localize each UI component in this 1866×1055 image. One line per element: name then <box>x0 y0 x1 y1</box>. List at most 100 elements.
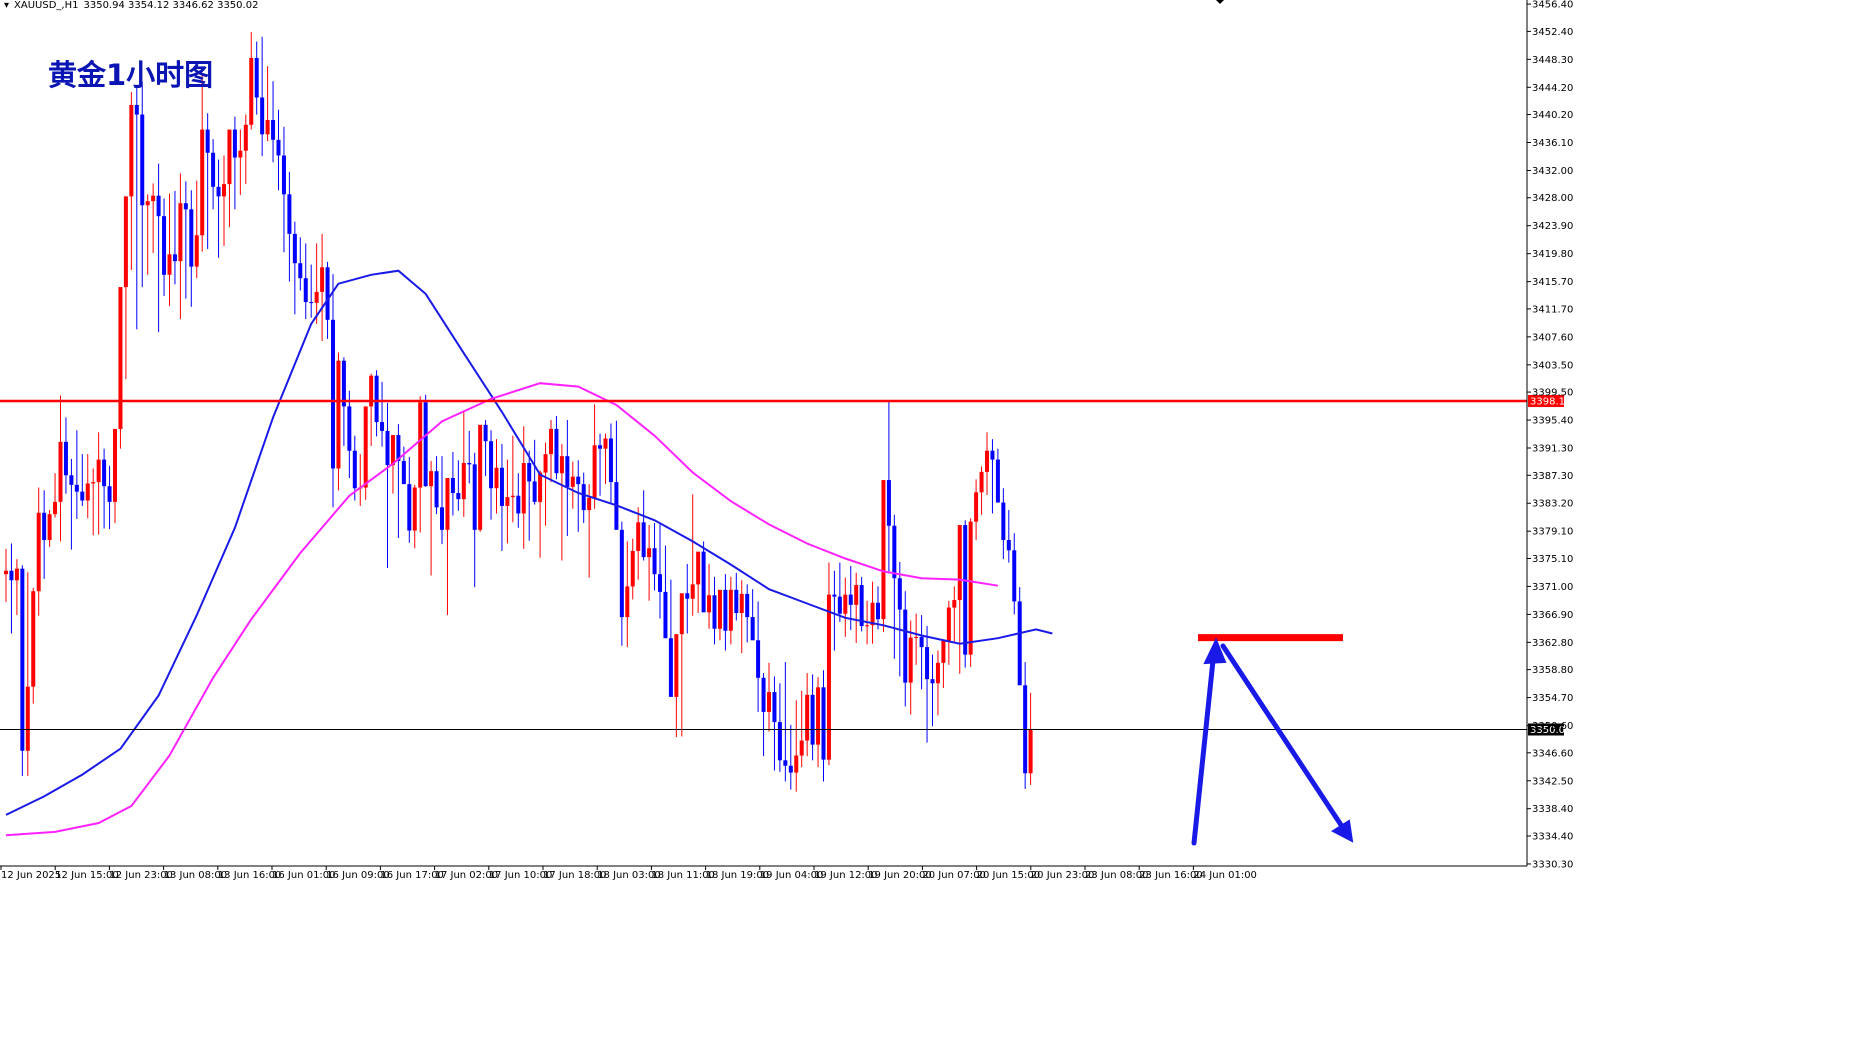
candle-body <box>527 463 532 482</box>
candle-body <box>227 129 232 185</box>
candle-body <box>794 755 799 773</box>
candle-body <box>897 578 902 610</box>
candle-body <box>336 360 341 469</box>
y-tick-label: 3448.30 <box>1532 55 1573 66</box>
candle-body <box>167 254 172 275</box>
candle-body <box>478 424 483 530</box>
candle-body <box>107 486 112 502</box>
candle-body <box>325 267 330 320</box>
moving-average-slow-line <box>5 382 999 837</box>
candle-body <box>908 637 913 683</box>
x-tick-label: 20 Jun 23:00 <box>1031 870 1095 881</box>
candle-body <box>483 424 488 442</box>
candle-body <box>968 521 973 655</box>
candle-body <box>25 686 30 751</box>
candle-body <box>42 512 47 541</box>
candle-body <box>990 450 995 460</box>
candle-body <box>445 478 450 530</box>
candle-body <box>892 525 897 579</box>
candle-body <box>745 593 750 618</box>
candle-body <box>505 497 510 506</box>
candle-body <box>467 463 472 465</box>
y-tick-label: 3379.10 <box>1532 527 1573 538</box>
candle-body <box>935 662 940 684</box>
candle-body <box>194 235 199 267</box>
candle-body <box>668 638 673 697</box>
candle-body <box>314 291 319 303</box>
x-tick-label: 24 Jun 01:00 <box>1193 870 1257 881</box>
x-tick-label: 19 Jun 20:00 <box>868 870 932 881</box>
candle-body <box>756 640 761 678</box>
candle-body <box>320 267 325 292</box>
candle-body <box>826 594 831 760</box>
candle-body <box>570 476 575 487</box>
y-tick-label: 3342.50 <box>1532 776 1573 787</box>
candle-body <box>559 456 564 474</box>
candle-body <box>674 634 679 697</box>
candle-body <box>543 454 548 473</box>
candle-body <box>837 596 842 614</box>
candle-body <box>821 687 826 760</box>
candle-body <box>14 568 19 581</box>
x-tick-label: 16 Jun 01:00 <box>272 870 336 881</box>
forecast-up-arrowhead <box>1203 637 1227 665</box>
candle-body <box>516 495 521 514</box>
x-tick-label: 20 Jun 15:00 <box>977 870 1041 881</box>
candle-body <box>930 679 935 684</box>
candle-body <box>145 201 150 206</box>
candle-body <box>843 594 848 614</box>
candle-body <box>80 491 85 501</box>
candle-body <box>592 445 597 498</box>
candle-body <box>810 694 815 745</box>
candle-body <box>440 507 444 530</box>
candle-body <box>418 402 423 488</box>
y-tick-label: 3346.60 <box>1532 748 1573 759</box>
candle-body <box>74 484 79 492</box>
x-tick-label: 19 Jun 04:00 <box>760 870 824 881</box>
candle-body <box>134 105 139 115</box>
candle-body <box>979 471 984 493</box>
candle-body <box>554 428 559 474</box>
candle-body <box>254 57 259 98</box>
candle-body <box>151 195 156 202</box>
x-tick-label: 18 Jun 19:00 <box>706 870 770 881</box>
candle-body <box>995 459 1000 503</box>
candle-body <box>281 155 286 195</box>
candle-body <box>1017 601 1022 686</box>
candle-body <box>717 589 722 629</box>
forecast-up-arrow-line <box>1191 648 1217 846</box>
dropdown-triangle-icon[interactable]: ▾ <box>4 0 10 11</box>
candle-body <box>603 438 608 449</box>
candle-body <box>581 484 586 511</box>
axes-layer: 3456.40 3452.40 3448.30 3444.20 3440.20 3436.… <box>0 0 1573 881</box>
candle-body <box>249 57 254 125</box>
x-tick-label: 17 Jun 02:00 <box>435 870 499 881</box>
candle-body <box>903 609 908 683</box>
candle-body <box>369 375 374 407</box>
candle-body <box>647 548 652 558</box>
candles-layer <box>4 32 1033 792</box>
candle-body <box>499 467 504 506</box>
y-tick-label: 3383.20 <box>1532 499 1573 510</box>
candle-body <box>341 360 346 407</box>
candle-body <box>832 594 837 597</box>
y-tick-label: 3452.40 <box>1532 27 1573 38</box>
candle-body <box>712 595 717 629</box>
chart-title: 黄金1小时图 <box>48 58 214 92</box>
candle-body <box>701 551 706 613</box>
candle-body <box>429 471 434 487</box>
candle-body <box>707 595 712 613</box>
candle-body <box>925 647 930 680</box>
candle-body <box>630 550 635 587</box>
candle-body <box>162 216 167 275</box>
candle-body <box>565 456 570 487</box>
candle-body <box>352 450 357 489</box>
candle-body <box>238 150 243 158</box>
candle-body <box>287 194 292 234</box>
candle-body <box>941 640 946 663</box>
candle-body <box>260 97 265 135</box>
top-marker-icon <box>1216 0 1224 4</box>
y-tick-label: 3375.10 <box>1532 554 1573 565</box>
